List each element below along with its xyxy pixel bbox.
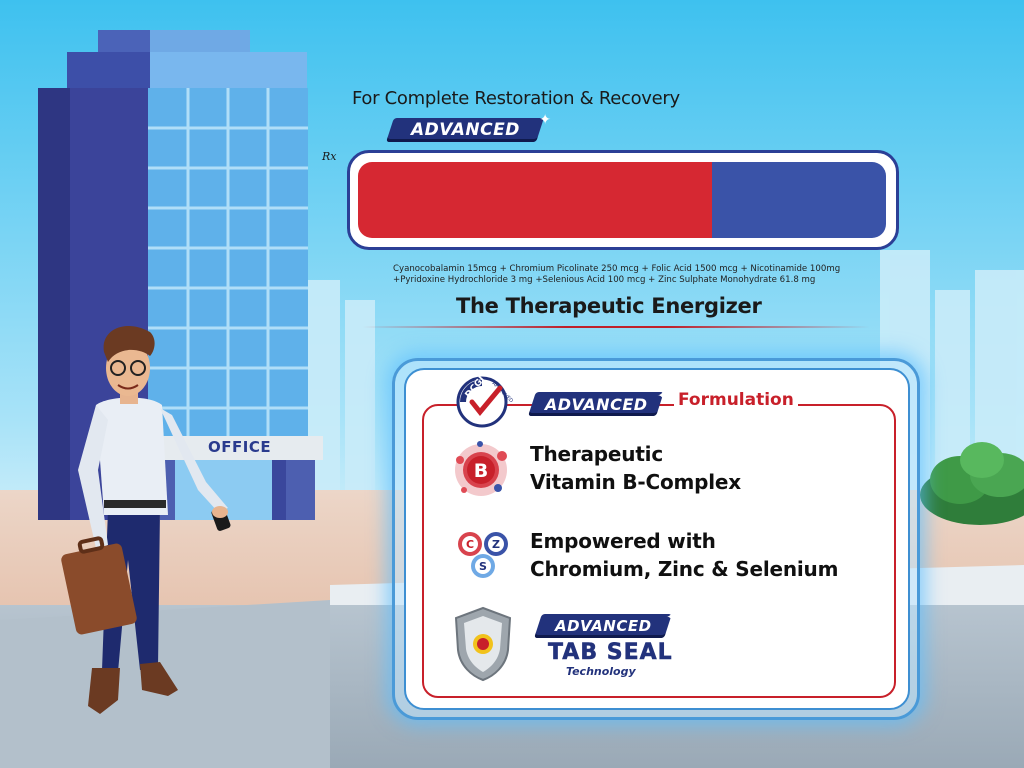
sparkle-icon: ✦	[656, 386, 671, 405]
brand-name-bar	[347, 150, 899, 250]
brand-bar-red-segment	[358, 162, 712, 238]
composition-line-2: +Pyridoxine Hydrochloride 3 mg +Seleniou…	[393, 275, 816, 285]
advanced-badge-panel: ADVANCED ✦	[528, 386, 671, 416]
subtitle: The Therapeutic Energizer	[456, 294, 762, 318]
advanced-badge-top: ADVANCED ✦	[386, 112, 551, 142]
feature-1-line-2: Vitamin B-Complex	[530, 470, 741, 494]
brand-bar-blue-segment	[712, 162, 886, 238]
feature-1-line-1: Therapeutic	[530, 442, 663, 466]
composition-line-1: Cyanocobalamin 15mcg + Chromium Picolina…	[393, 264, 841, 274]
feature-vitamin-b: Therapeutic Vitamin B-Complex	[530, 440, 741, 496]
tagline: For Complete Restoration & Recovery	[352, 88, 680, 109]
sparkle-icon: ✦	[665, 608, 679, 626]
businessman-illustration	[61, 325, 231, 714]
sparkle-icon: ✦	[539, 112, 552, 128]
czs-letter-s: S	[479, 560, 487, 573]
feature-minerals: Empowered with Chromium, Zinc & Selenium	[530, 527, 838, 583]
vitamin-b-icon: B	[455, 441, 507, 496]
rx-symbol: Rx	[322, 150, 337, 163]
advanced-badge-label: ADVANCED	[544, 394, 648, 414]
advanced-badge-label: ADVANCED	[410, 120, 520, 140]
composition-text: Cyanocobalamin 15mcg + Chromium Picolina…	[393, 264, 873, 286]
b-icon-letter: B	[474, 460, 488, 482]
czs-letter-z: Z	[492, 538, 500, 551]
feature-2-line-2: Chromium, Zinc & Selenium	[530, 557, 839, 581]
czs-molecule-icon: C Z S	[458, 532, 508, 578]
tab-seal-subtitle: Technology	[566, 665, 636, 678]
advanced-badge-tabseal: ADVANCED ✦	[534, 608, 679, 638]
tab-seal-shield-icon	[454, 606, 512, 682]
dcgi-approved-icon: DCGI APPROVED	[456, 375, 514, 428]
formulation-label: Formulation	[674, 390, 798, 410]
subtitle-underline	[362, 326, 870, 328]
feature-2-line-1: Empowered with	[530, 529, 716, 553]
shrub	[920, 442, 1024, 525]
czs-letter-c: C	[466, 538, 474, 551]
office-sign: OFFICE	[208, 438, 272, 456]
tab-seal-title: TAB SEAL	[548, 640, 673, 666]
advanced-badge-label: ADVANCED	[554, 617, 652, 635]
